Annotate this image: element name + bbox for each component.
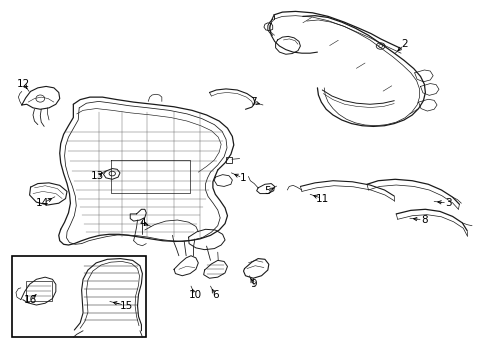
Text: 13: 13 — [91, 171, 104, 181]
Text: 11: 11 — [315, 194, 328, 203]
Text: 3: 3 — [445, 198, 451, 208]
Text: 14: 14 — [36, 198, 49, 208]
Text: 15: 15 — [120, 301, 133, 311]
Text: 12: 12 — [17, 78, 30, 89]
Text: 10: 10 — [188, 290, 201, 300]
Text: 9: 9 — [249, 279, 256, 289]
Bar — [225, 157, 231, 163]
Text: 5: 5 — [264, 186, 271, 197]
Bar — [12, 256, 146, 337]
Text: 2: 2 — [401, 39, 407, 49]
Text: 8: 8 — [420, 215, 427, 225]
Text: 1: 1 — [240, 173, 246, 183]
Text: 7: 7 — [249, 97, 256, 107]
Text: 16: 16 — [24, 295, 37, 305]
Bar — [26, 281, 52, 301]
Text: 6: 6 — [212, 290, 218, 300]
Text: 4: 4 — [139, 218, 145, 228]
